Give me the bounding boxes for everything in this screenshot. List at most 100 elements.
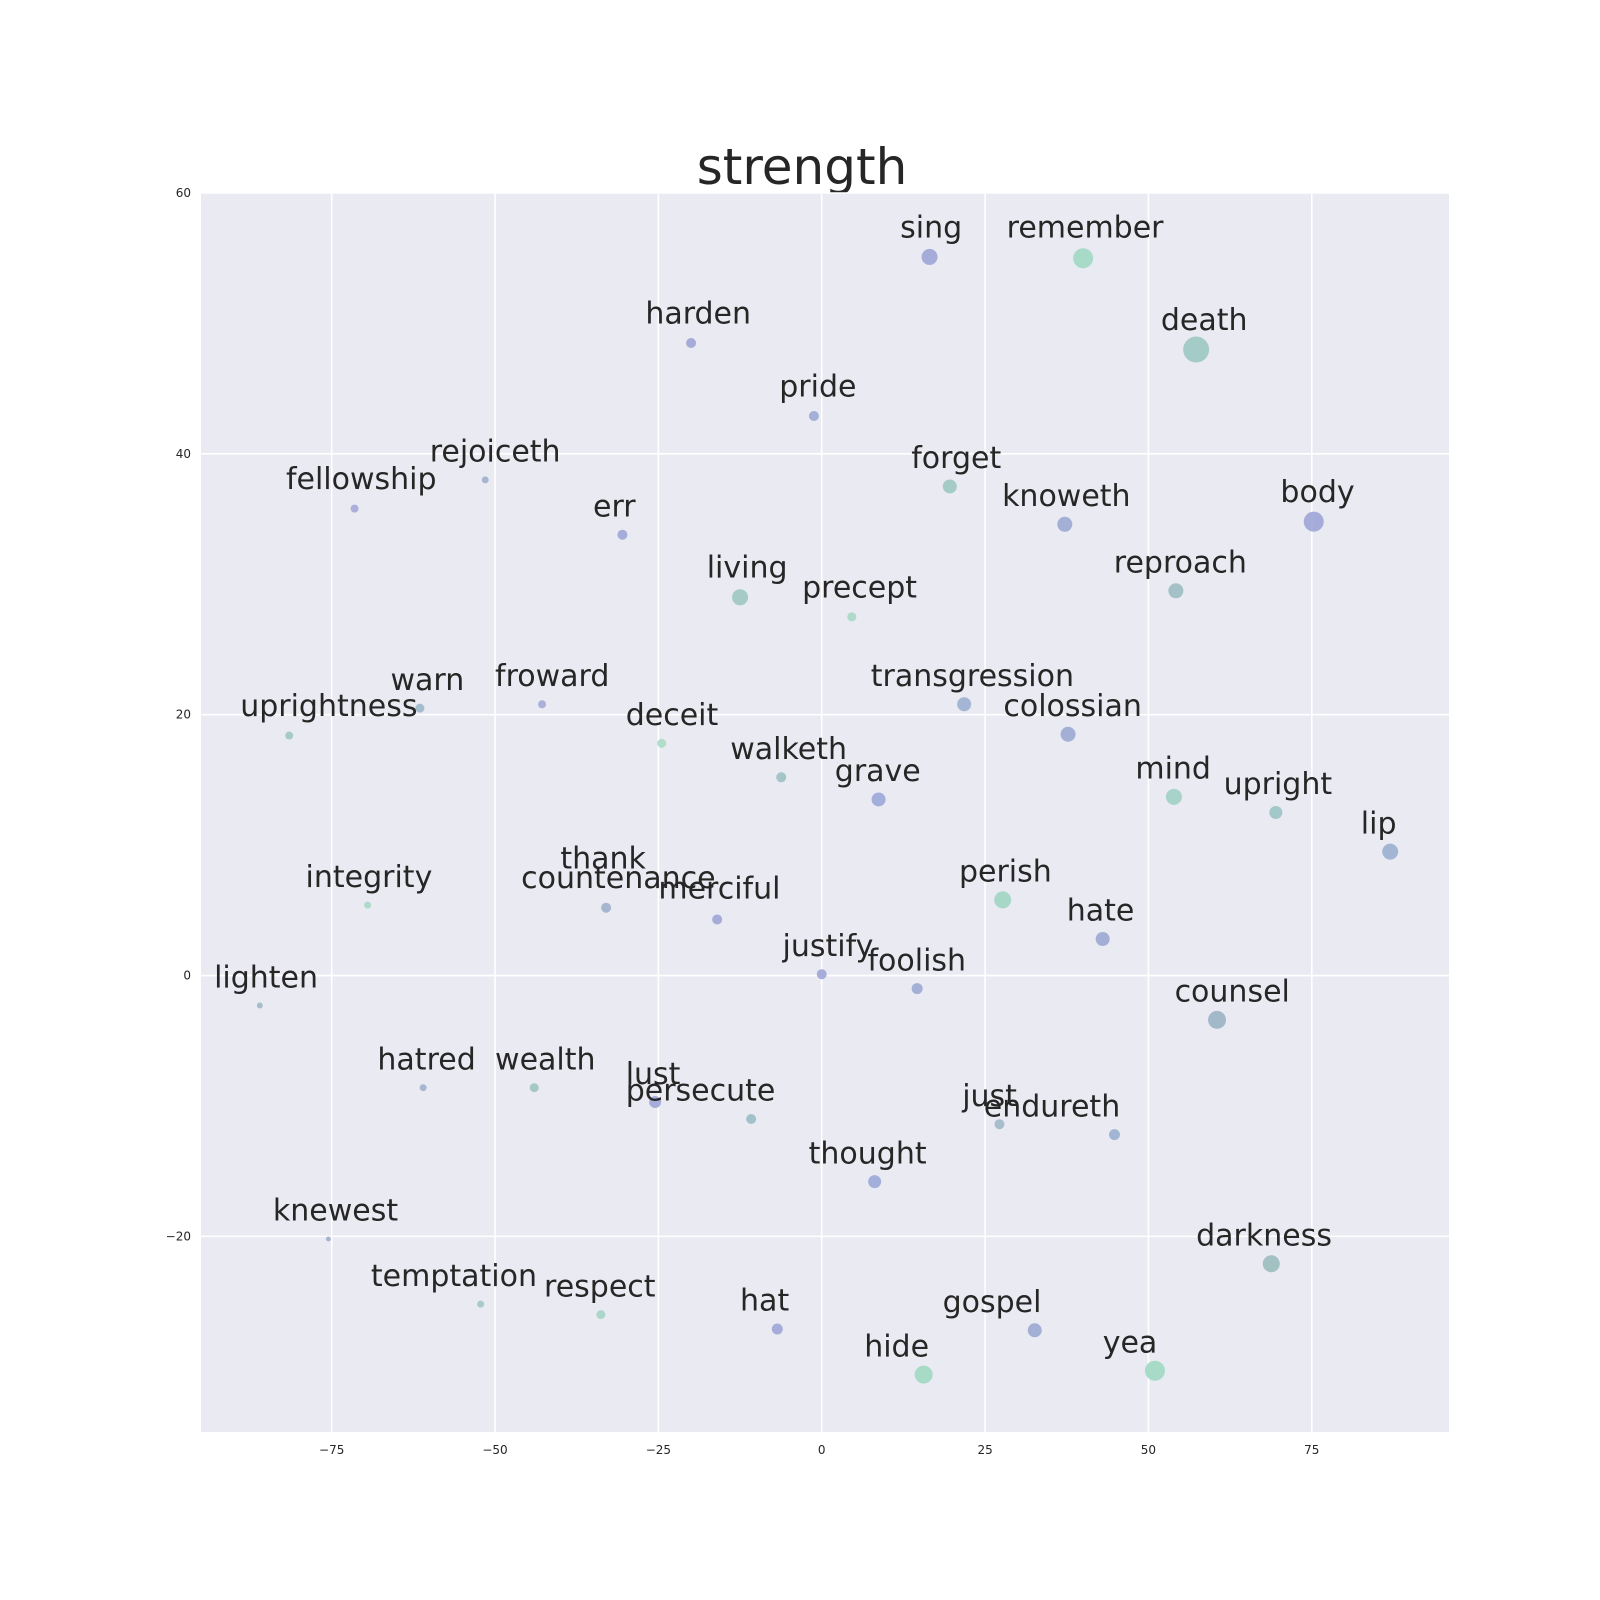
data-label-merciful: merciful bbox=[658, 872, 780, 907]
data-point-hide bbox=[914, 1365, 933, 1384]
data-point-darkness bbox=[1262, 1255, 1280, 1273]
data-label-thought: thought bbox=[809, 1136, 927, 1171]
x-axis-ticks: −75 −50 −25 0 25 50 75 bbox=[319, 1443, 1319, 1457]
data-label-body: body bbox=[1280, 475, 1354, 510]
data-label-endureth: endureth bbox=[984, 1089, 1120, 1124]
data-point-harden bbox=[686, 337, 697, 348]
data-point-counsel bbox=[1208, 1010, 1227, 1029]
data-label-forget: forget bbox=[911, 441, 1001, 476]
data-point-rejoiceth bbox=[481, 476, 489, 484]
data-point-gospel bbox=[1027, 1323, 1042, 1338]
data-label-perish: perish bbox=[959, 855, 1052, 890]
data-label-integrity: integrity bbox=[306, 860, 433, 895]
data-label-grave: grave bbox=[835, 754, 921, 789]
data-label-knoweth: knoweth bbox=[1002, 479, 1131, 514]
x-tick-label: 50 bbox=[1141, 1443, 1156, 1457]
y-tick-label: 20 bbox=[176, 708, 191, 722]
y-tick-label: 60 bbox=[176, 186, 191, 200]
y-tick-label: −20 bbox=[166, 1229, 191, 1243]
data-label-transgression: transgression bbox=[871, 659, 1074, 694]
data-label-respect: respect bbox=[544, 1269, 656, 1304]
data-label-temptation: temptation bbox=[371, 1259, 537, 1294]
data-point-living bbox=[732, 589, 749, 606]
data-point-respect bbox=[596, 1310, 606, 1320]
data-label-err: err bbox=[593, 489, 636, 524]
data-point-foolish bbox=[911, 983, 923, 995]
data-label-death: death bbox=[1161, 303, 1248, 338]
data-point-lip bbox=[1382, 843, 1399, 860]
data-point-hat bbox=[771, 1323, 783, 1335]
data-label-darkness: darkness bbox=[1196, 1218, 1332, 1253]
data-label-lighten: lighten bbox=[214, 960, 318, 995]
data-label-precept: precept bbox=[802, 570, 917, 605]
data-label-harden: harden bbox=[645, 296, 751, 331]
data-label-froward: froward bbox=[495, 659, 609, 694]
data-label-hatred: hatred bbox=[377, 1042, 475, 1077]
data-point-perish bbox=[994, 891, 1012, 909]
data-label-foolish: foolish bbox=[867, 943, 966, 978]
data-label-deceit: deceit bbox=[626, 698, 719, 733]
data-point-death bbox=[1183, 336, 1210, 363]
x-tick-label: −25 bbox=[646, 1443, 671, 1457]
data-label-sing: sing bbox=[900, 210, 962, 245]
data-point-upright bbox=[1269, 806, 1283, 819]
data-point-hate bbox=[1095, 932, 1110, 947]
x-tick-label: −50 bbox=[482, 1443, 507, 1457]
plot-area bbox=[201, 193, 1449, 1432]
data-label-lip: lip bbox=[1361, 806, 1397, 841]
data-label-fellowship: fellowship bbox=[286, 462, 437, 497]
data-point-forget bbox=[942, 479, 957, 494]
data-label-walketh: walketh bbox=[730, 732, 847, 767]
data-label-countenance: countenance bbox=[521, 861, 715, 896]
data-label-justify: justify bbox=[782, 929, 874, 964]
data-point-remember bbox=[1073, 248, 1094, 269]
data-point-fellowship bbox=[350, 504, 359, 513]
x-tick-label: −75 bbox=[319, 1443, 344, 1457]
data-label-reproach: reproach bbox=[1114, 546, 1247, 581]
data-point-endureth bbox=[1108, 1129, 1120, 1141]
data-point-sing bbox=[921, 248, 938, 265]
x-tick-label: 25 bbox=[977, 1443, 992, 1457]
data-label-counsel: counsel bbox=[1175, 975, 1290, 1010]
data-point-precept bbox=[847, 612, 857, 622]
data-label-upright: upright bbox=[1224, 767, 1333, 802]
data-label-living: living bbox=[707, 551, 788, 586]
y-axis-ticks: 60 40 20 0 −20 bbox=[166, 186, 191, 1243]
data-point-colossian bbox=[1060, 726, 1076, 742]
data-label-remember: remember bbox=[1007, 210, 1165, 245]
data-point-persecute bbox=[746, 1113, 757, 1124]
data-point-justify bbox=[816, 969, 827, 980]
data-label-hat: hat bbox=[740, 1284, 789, 1319]
data-point-froward bbox=[538, 700, 547, 709]
data-point-pride bbox=[808, 411, 819, 422]
data-label-pride: pride bbox=[779, 369, 856, 404]
data-point-merciful bbox=[712, 914, 723, 925]
data-label-persecute: persecute bbox=[626, 1074, 776, 1109]
data-labels: sing remember harden death pride rejoiceth for… bbox=[214, 210, 1396, 1364]
data-point-err bbox=[617, 529, 628, 540]
data-point-just bbox=[994, 1119, 1005, 1130]
chart-title: strength bbox=[697, 138, 908, 196]
data-point-integrity bbox=[364, 901, 372, 909]
data-point-transgression bbox=[957, 697, 972, 712]
data-point-hatred bbox=[419, 1084, 427, 1092]
data-point-thought bbox=[868, 1175, 882, 1189]
data-point-reproach bbox=[1168, 583, 1184, 599]
data-point-wealth bbox=[529, 1083, 539, 1093]
data-label-thank: thank bbox=[560, 842, 646, 877]
data-label-hide: hide bbox=[864, 1329, 929, 1364]
data-label-colossian: colossian bbox=[1003, 689, 1142, 724]
data-point-mind bbox=[1165, 788, 1182, 805]
data-label-lust: lust bbox=[626, 1057, 681, 1092]
data-point-lust bbox=[649, 1096, 662, 1109]
x-tick-label: 0 bbox=[818, 1443, 826, 1457]
data-point-uprightness bbox=[285, 731, 294, 740]
data-point-grave bbox=[871, 792, 886, 807]
data-label-hate: hate bbox=[1067, 894, 1135, 929]
data-point-yea bbox=[1144, 1360, 1165, 1381]
data-point-warn bbox=[415, 703, 425, 713]
data-label-gospel: gospel bbox=[943, 1285, 1042, 1320]
data-point-body bbox=[1303, 511, 1324, 532]
data-point-lighten bbox=[256, 1002, 263, 1009]
data-point-deceit bbox=[657, 738, 667, 748]
